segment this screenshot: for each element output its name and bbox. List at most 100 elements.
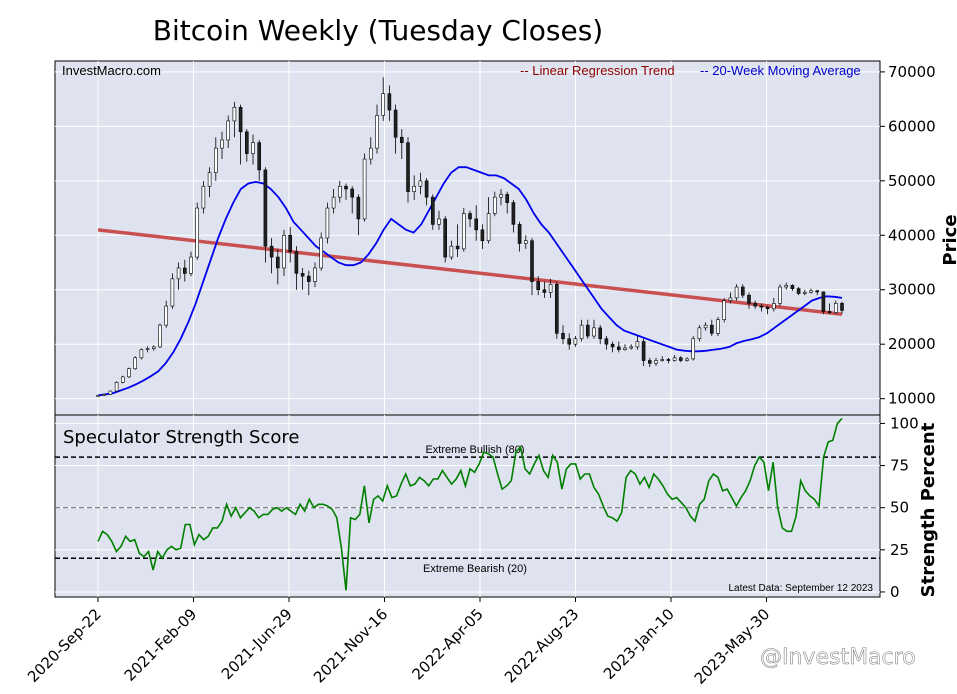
candle-body bbox=[511, 202, 516, 225]
candle-body bbox=[734, 286, 739, 299]
candle-body bbox=[139, 349, 144, 359]
candle-body bbox=[505, 194, 510, 203]
candle bbox=[561, 325, 565, 345]
candle bbox=[356, 194, 361, 236]
candle-body bbox=[716, 319, 720, 334]
candle bbox=[536, 276, 541, 296]
candle-body bbox=[121, 376, 125, 383]
candle bbox=[437, 210, 441, 230]
legend-regression: -- Linear Regression Trend bbox=[520, 63, 675, 78]
candle-body bbox=[368, 147, 373, 160]
strength-title: Speculator Strength Score bbox=[63, 427, 299, 448]
candle bbox=[121, 375, 125, 384]
price-ytick-label: 40000 bbox=[888, 226, 936, 244]
candle-body bbox=[641, 341, 646, 361]
candle bbox=[827, 303, 832, 315]
candle bbox=[641, 338, 646, 366]
candle bbox=[449, 240, 454, 260]
candle-body bbox=[703, 324, 708, 329]
candle bbox=[585, 319, 590, 339]
candle bbox=[765, 306, 770, 315]
candle-body bbox=[96, 395, 100, 397]
candle bbox=[313, 262, 317, 288]
candle-body bbox=[827, 311, 832, 313]
candle-body bbox=[238, 106, 243, 133]
candle bbox=[716, 316, 720, 337]
candle bbox=[251, 134, 255, 165]
candle bbox=[362, 153, 367, 222]
candle bbox=[778, 284, 782, 307]
candle-body bbox=[449, 245, 454, 258]
candle bbox=[809, 288, 813, 294]
candle bbox=[257, 139, 262, 181]
candle-body bbox=[108, 390, 113, 395]
strength-ylabel: Strength Percent bbox=[918, 422, 939, 597]
candle bbox=[691, 336, 696, 361]
candle-body bbox=[319, 237, 324, 269]
candle-body bbox=[183, 267, 187, 274]
candle-body bbox=[430, 196, 435, 225]
candle-body bbox=[666, 359, 671, 361]
candle bbox=[654, 357, 658, 366]
candle bbox=[344, 183, 348, 200]
candle-body bbox=[610, 343, 615, 348]
x-tick-label: 2023-Jan-10 bbox=[600, 605, 678, 683]
candle bbox=[784, 282, 789, 290]
x-tick-label: 2021-Feb-09 bbox=[121, 605, 201, 685]
candle bbox=[548, 278, 553, 298]
candle-body bbox=[306, 275, 311, 282]
strength-panel: Extreme Bullish (80) Extreme Bearish (20)… bbox=[54, 414, 939, 601]
candle bbox=[523, 235, 528, 249]
candle-body bbox=[542, 289, 547, 293]
candle-body bbox=[654, 360, 658, 364]
candle-body bbox=[579, 324, 584, 340]
candle bbox=[238, 104, 243, 165]
candle bbox=[623, 344, 627, 351]
candle-body bbox=[226, 120, 230, 141]
candle-body bbox=[691, 338, 696, 360]
candle-body bbox=[517, 224, 522, 244]
candle-body bbox=[815, 290, 820, 293]
price-ytick-label: 10000 bbox=[888, 390, 936, 408]
candle bbox=[697, 325, 702, 342]
candle bbox=[647, 357, 652, 368]
candle bbox=[319, 232, 324, 271]
candle bbox=[399, 129, 404, 160]
candle-body bbox=[461, 213, 466, 250]
candle-body bbox=[561, 333, 565, 340]
candle-body bbox=[759, 305, 764, 308]
candle-body bbox=[778, 286, 782, 304]
candle-body bbox=[195, 207, 199, 258]
legend-ma20: -- 20-Week Moving Average bbox=[700, 63, 861, 78]
candle-body bbox=[753, 303, 758, 307]
candle-body bbox=[424, 180, 429, 198]
candle-body bbox=[176, 267, 181, 280]
candle bbox=[325, 202, 330, 244]
candle-body bbox=[474, 218, 479, 231]
price-panel: 10000 20000 30000 40000 50000 60000 70000 Inve… bbox=[54, 60, 957, 416]
candle bbox=[375, 104, 379, 154]
candle bbox=[393, 104, 398, 154]
watermark: @InvestMacro bbox=[760, 645, 916, 670]
source-label: InvestMacro.com bbox=[62, 63, 161, 78]
x-tick-label: 2021-Jun-29 bbox=[218, 605, 296, 683]
candle-body bbox=[592, 327, 596, 337]
candle-body bbox=[747, 294, 751, 304]
x-tick-label: 2022-Apr-05 bbox=[409, 605, 487, 683]
candle bbox=[542, 281, 547, 298]
candle bbox=[443, 216, 448, 263]
candle-body bbox=[660, 359, 665, 361]
candle-body bbox=[567, 338, 572, 345]
candle bbox=[530, 238, 534, 296]
price-ylabel: Price bbox=[940, 214, 957, 265]
candle-body bbox=[840, 303, 844, 311]
candle-body bbox=[530, 240, 534, 282]
candle bbox=[108, 390, 113, 395]
strength-ytick-label: 75 bbox=[890, 457, 909, 475]
candle-body bbox=[809, 290, 813, 293]
candle bbox=[703, 322, 708, 331]
candle-body bbox=[399, 136, 404, 143]
candle bbox=[145, 346, 150, 353]
candle-body bbox=[740, 286, 745, 296]
regression-line bbox=[97, 228, 843, 316]
